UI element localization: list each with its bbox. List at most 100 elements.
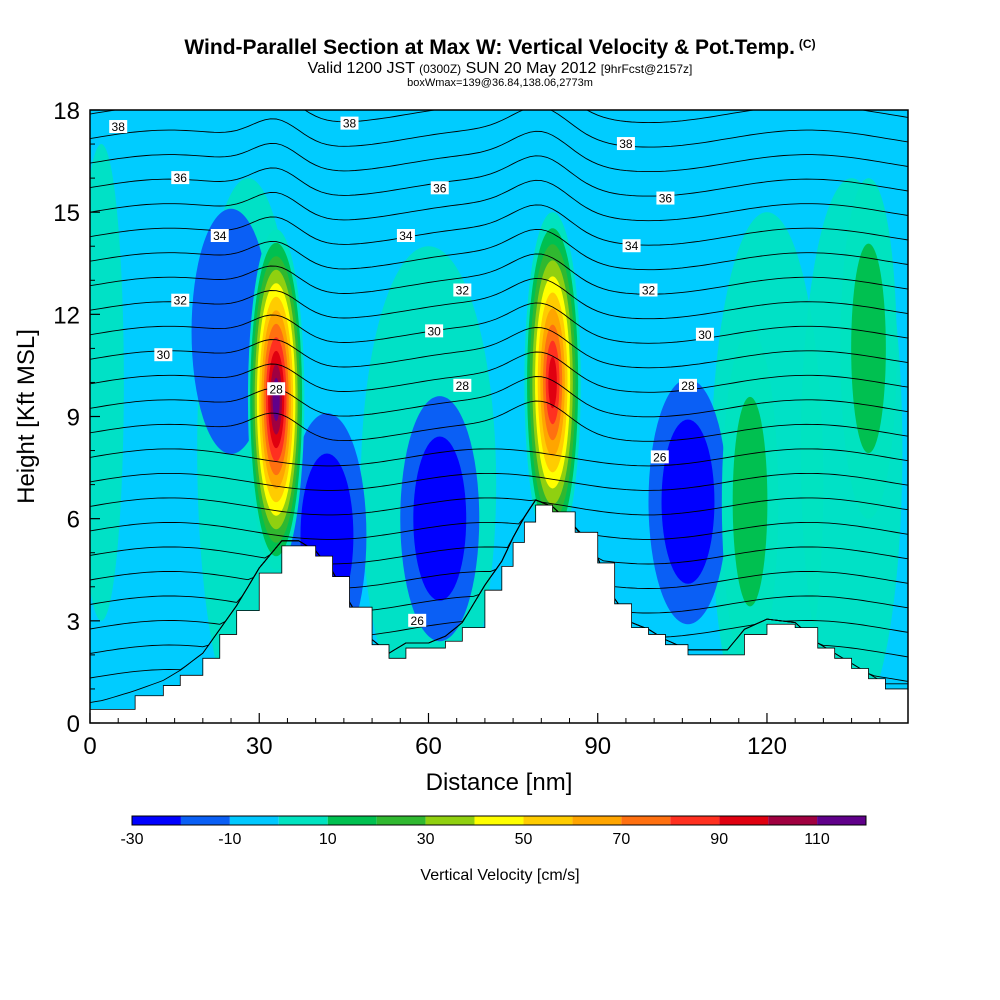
terrain: [90, 504, 908, 723]
theta-label-box: [430, 181, 449, 195]
colorbar-tick-label: -10: [218, 831, 241, 848]
theta-label: 28: [267, 382, 286, 396]
theta-label-box: [396, 229, 415, 243]
subtitle-date: SUN 20 May 2012: [465, 60, 597, 77]
theta-label: 28: [678, 378, 697, 393]
colorbar-segment: [425, 816, 475, 825]
x-tick-label: 0: [83, 733, 96, 760]
y-tick-label: 3: [67, 609, 80, 636]
colorbar: -30 -10 10 30 50 70 90 110 Vertical Velocity [cm…: [120, 815, 867, 884]
colorbar-segment: [132, 816, 181, 825]
theta-label-box: [695, 327, 714, 341]
plot-area: 38 38 38 36 36 36 34 34 34 32 32 32 30 30 30 28 28 28 26 26: [90, 110, 908, 723]
theta-label-text: 34: [399, 229, 413, 243]
theta-label: 38: [109, 120, 128, 134]
weak-updraft-band: [90, 144, 124, 621]
theta-contour-line: [90, 400, 908, 442]
theta-contour-line: [90, 376, 908, 418]
theta-contour-line: [90, 472, 908, 491]
theta-label: 34: [622, 239, 641, 253]
theta-label-box: [639, 283, 658, 297]
theta-label: 38: [340, 116, 359, 131]
updraft-core-1: [548, 356, 557, 409]
downdraft-core-2: [674, 459, 702, 544]
updraft-core-2: [732, 396, 768, 607]
theta-label: 32: [171, 293, 190, 308]
colorbar-segment: [180, 816, 230, 825]
y-tick-label: 9: [67, 405, 80, 432]
colorbar-segment: [229, 816, 279, 825]
subtitle-valid: Valid 1200 JST: [307, 60, 415, 77]
theta-contour-line: [90, 499, 908, 565]
theta-contour-line: [90, 302, 908, 344]
chart-title: Wind-Parallel Section at Max W: Vertical…: [0, 36, 1000, 60]
colorbar-segment: [670, 816, 720, 825]
colorbar-segment: [376, 816, 426, 825]
colorbar-tick-label: 10: [319, 831, 337, 848]
theta-contour-line: [90, 499, 908, 540]
theta-label: 38: [616, 137, 635, 151]
theta-contour-line: [90, 228, 908, 271]
colorbar-tick-label: 70: [612, 831, 630, 848]
theta-label-box: [171, 171, 190, 185]
theta-label-text: 38: [343, 117, 357, 131]
theta-label-box: [656, 191, 675, 205]
theta-label: 32: [639, 283, 658, 297]
downdraft-core-1: [426, 476, 454, 561]
theta-label: 36: [171, 171, 190, 185]
theta-label-box: [109, 120, 128, 134]
theta-contour-line: [90, 130, 908, 173]
y-tick-label: 0: [67, 711, 80, 738]
colorbar-segment: [474, 816, 524, 825]
colorbar-tick-label: 50: [515, 831, 533, 848]
x-tick-label: 30: [246, 733, 273, 760]
theta-label-box: [154, 348, 173, 362]
theta-label-text: 28: [681, 379, 695, 393]
theta-label: 34: [210, 229, 229, 243]
theta-contour-line: [90, 351, 908, 393]
chart-subtitle-box: boxWmax=139@36.84,138.06,2773m: [407, 77, 593, 89]
theta-label-box: [453, 378, 472, 392]
chart-subtitle: Valid 1200 JST (0300Z) SUN 20 May 2012 […: [0, 60, 1000, 78]
theta-contour-line: [90, 499, 908, 589]
theta-label-text: 30: [698, 328, 712, 342]
y-tick-label: 12: [53, 302, 80, 329]
theta-label-text: 32: [642, 283, 656, 297]
theta-label-box: [171, 293, 190, 307]
colorbar-segment: [278, 816, 328, 825]
theta-label-text: 34: [213, 229, 227, 243]
colorbar-tick-label: 110: [804, 831, 830, 848]
colorbar-segment: [327, 816, 377, 825]
theta-contour-line: [90, 179, 908, 222]
colorbar-tick-label: 90: [710, 831, 728, 848]
theta-label-text: 28: [456, 379, 470, 393]
theta-label-box: [616, 137, 635, 151]
theta-label: 30: [695, 327, 714, 342]
y-tick-label: 18: [53, 98, 80, 125]
chart-title-text: Wind-Parallel Section at Max W: Vertical…: [184, 36, 795, 59]
theta-label: 26: [408, 613, 427, 628]
theta-label-text: 34: [625, 239, 639, 253]
y-tick-label: 6: [67, 507, 80, 534]
theta-contour-line: [90, 448, 908, 467]
updraft-core-3: [851, 243, 886, 454]
theta-contour-line: [90, 497, 908, 516]
colorbar-tick-label: 30: [417, 831, 435, 848]
y-axis-label: Height [Kft MSL]: [13, 329, 40, 504]
colorbar-segment: [719, 816, 769, 825]
theta-label-box: [210, 229, 229, 243]
theta-label-text: 26: [653, 450, 667, 464]
theta-label-box: [408, 613, 427, 627]
colorbar-frame: [131, 815, 867, 826]
theta-contour-line: [90, 155, 908, 197]
colorbar-segment: [817, 816, 866, 825]
theta-label: 28: [453, 378, 472, 393]
theta-label-text: 28: [269, 382, 283, 396]
chart-title-mark: (C): [798, 37, 816, 51]
theta-label-box: [425, 324, 444, 338]
theta-label-box: [340, 116, 359, 130]
theta-label: 34: [396, 229, 415, 243]
theta-label-text: 30: [427, 324, 441, 338]
theta-contour-line: [90, 277, 908, 320]
colorbar-segment: [768, 816, 818, 825]
